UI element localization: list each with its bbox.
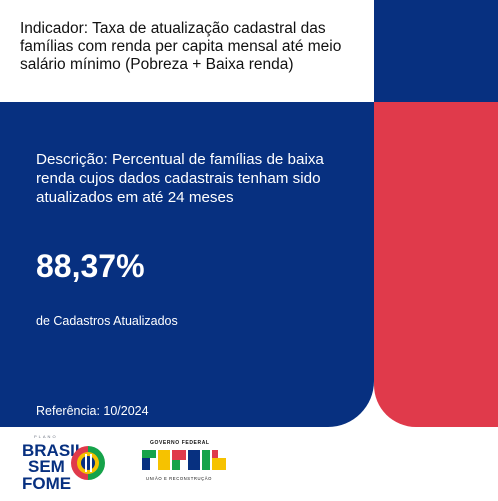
gov-slogan-text: UNIÃO E RECONSTRUÇÃO <box>146 476 212 481</box>
indicator-card: Descrição: Percentual de famílias de bai… <box>0 102 374 427</box>
bsf-plano-text: PLANO <box>34 434 58 439</box>
gov-federal-text: GOVERNO FEDERAL <box>150 440 210 446</box>
governo-federal-logo: GOVERNO FEDERAL UNIÃO E RECONSTRUÇÃO <box>142 440 226 481</box>
plate-icon <box>71 446 105 480</box>
indicator-value-label: de Cadastros Atualizados <box>36 314 178 328</box>
bsf-fome-text: FOME <box>22 474 71 492</box>
indicator-reference: Referência: 10/2024 <box>36 404 149 418</box>
bsf-brasil-text: BRASIL <box>22 441 85 460</box>
bsf-sem-text: SEM <box>28 457 65 476</box>
title-panel: Indicador: Taxa de atualização cadastral… <box>0 0 374 102</box>
indicator-title: Indicador: Taxa de atualização cadastral… <box>20 20 342 73</box>
indicator-value: 88,37% <box>36 248 145 284</box>
decorative-navy-corner <box>374 0 498 102</box>
brasil-wordmark <box>142 450 226 470</box>
brasil-sem-fome-logo: PLANO BRASIL SEM FOME <box>22 434 105 492</box>
indicator-description: Descrição: Percentual de famílias de bai… <box>36 151 324 206</box>
